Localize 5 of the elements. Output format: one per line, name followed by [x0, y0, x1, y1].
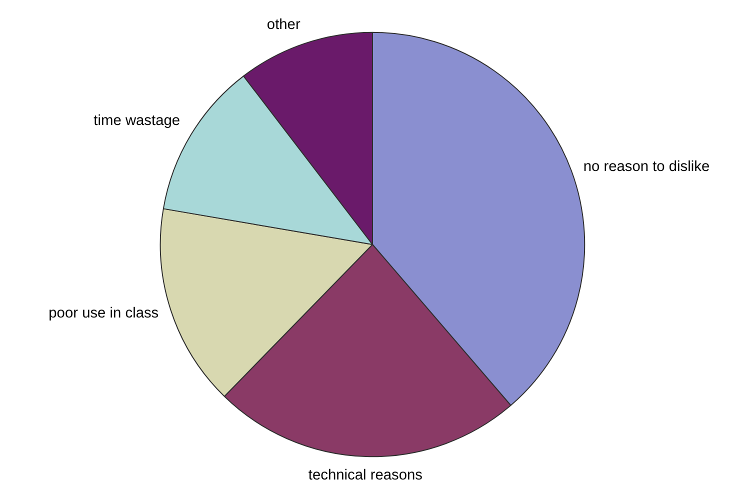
slice-label: other — [266, 17, 300, 34]
slice-label: no reason to dislike — [583, 158, 710, 175]
slice-label: technical reasons — [308, 468, 422, 484]
slice-label: time wastage — [94, 113, 180, 130]
slice-label: poor use in class — [48, 305, 159, 322]
